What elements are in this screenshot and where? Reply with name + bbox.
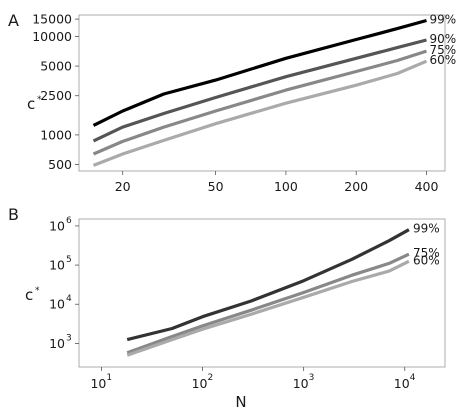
panel-b-x-tick-exponent: 2	[208, 373, 214, 383]
panel-a-series-label-75: 75%	[430, 43, 457, 57]
panel-a-plot-frame	[78, 14, 446, 172]
panel-a: A 500 1000 2500 5000 10000 15000 20 50 100 200 400 9…	[8, 11, 456, 194]
panel-a-series-label-60: 60%	[430, 53, 457, 67]
panel-b-x-tick-exponent: 4	[410, 373, 416, 383]
panel-a-x-tick-label: 100	[274, 179, 298, 194]
panel-a-y-tick-label: 5000	[40, 59, 72, 74]
panel-b-letter: B	[8, 205, 19, 224]
panel-a-series-line-99	[92, 18, 427, 127]
panel-b-y-tick-label: 10	[49, 297, 65, 312]
panel-a-x-tick-label: 50	[208, 179, 224, 194]
panel-b-series-line-60	[126, 259, 410, 357]
panel-b-y-axis-title: c	[25, 286, 33, 304]
panel-b-y-tick-exponent: 3	[66, 333, 72, 343]
panel-a-series-label-90: 90%	[430, 32, 457, 46]
panel-a-x-tick-label: 200	[344, 179, 368, 194]
panel-a-y-tick-label: 15000	[32, 12, 72, 27]
panel-a-series-line-60	[92, 59, 428, 167]
panel-a-y-tick-label: 10000	[32, 29, 72, 44]
panel-a-y-axis-title-superscript: *	[37, 95, 42, 105]
panel-b-y-tick-exponent: 4	[66, 294, 72, 304]
panel-b-x-tick-label: 10	[90, 376, 106, 391]
panel-a-y-tick-label: 2500	[40, 88, 72, 103]
panel-b-y-tick-exponent: 6	[66, 216, 72, 226]
panel-a-y-tick-label: 500	[48, 157, 72, 172]
panel-b-series-line-99	[126, 228, 410, 342]
panel-b-series-label-60: 60%	[413, 253, 440, 267]
panel-a-y-tick-label: 1000	[40, 127, 72, 142]
panel-b-x-tick-label: 10	[293, 376, 309, 391]
panel-b-x-tick-exponent: 3	[309, 373, 315, 383]
panel-b-series-label-75: 75%	[413, 246, 440, 260]
panel-a-x-tick-label: 400	[415, 179, 439, 194]
panel-b-series-label-99: 99%	[413, 222, 440, 236]
panel-b-x-axis-title: N	[235, 393, 246, 411]
panel-b-plot-frame	[78, 218, 446, 368]
panel-b-y-tick-label: 10	[49, 258, 65, 273]
panel-a-letter: A	[8, 11, 19, 30]
panel-a-series-line-90	[92, 38, 427, 143]
panel-b-x-tick-exponent: 1	[106, 373, 112, 383]
panel-b: B10 310 410 510 610 1 10 2 10 3 10 499%75%60%c *N	[8, 205, 446, 411]
panel-a-series-label-99: 99%	[430, 13, 457, 27]
panel-b-y-axis-title-superscript: *	[35, 286, 40, 296]
panel-b-x-tick-label: 10	[394, 376, 410, 391]
panel-a-x-tick-label: 20	[115, 179, 131, 194]
panel-b-y-tick-label: 10	[49, 218, 65, 233]
panel-b-series-line-75	[126, 252, 410, 355]
panel-a-series-line-75	[92, 49, 427, 156]
panel-b-y-tick-exponent: 5	[66, 255, 72, 265]
panel-b-y-tick-label: 10	[49, 336, 65, 351]
panel-b-x-tick-label: 10	[192, 376, 208, 391]
panel-a-y-axis-title: c	[27, 95, 35, 113]
